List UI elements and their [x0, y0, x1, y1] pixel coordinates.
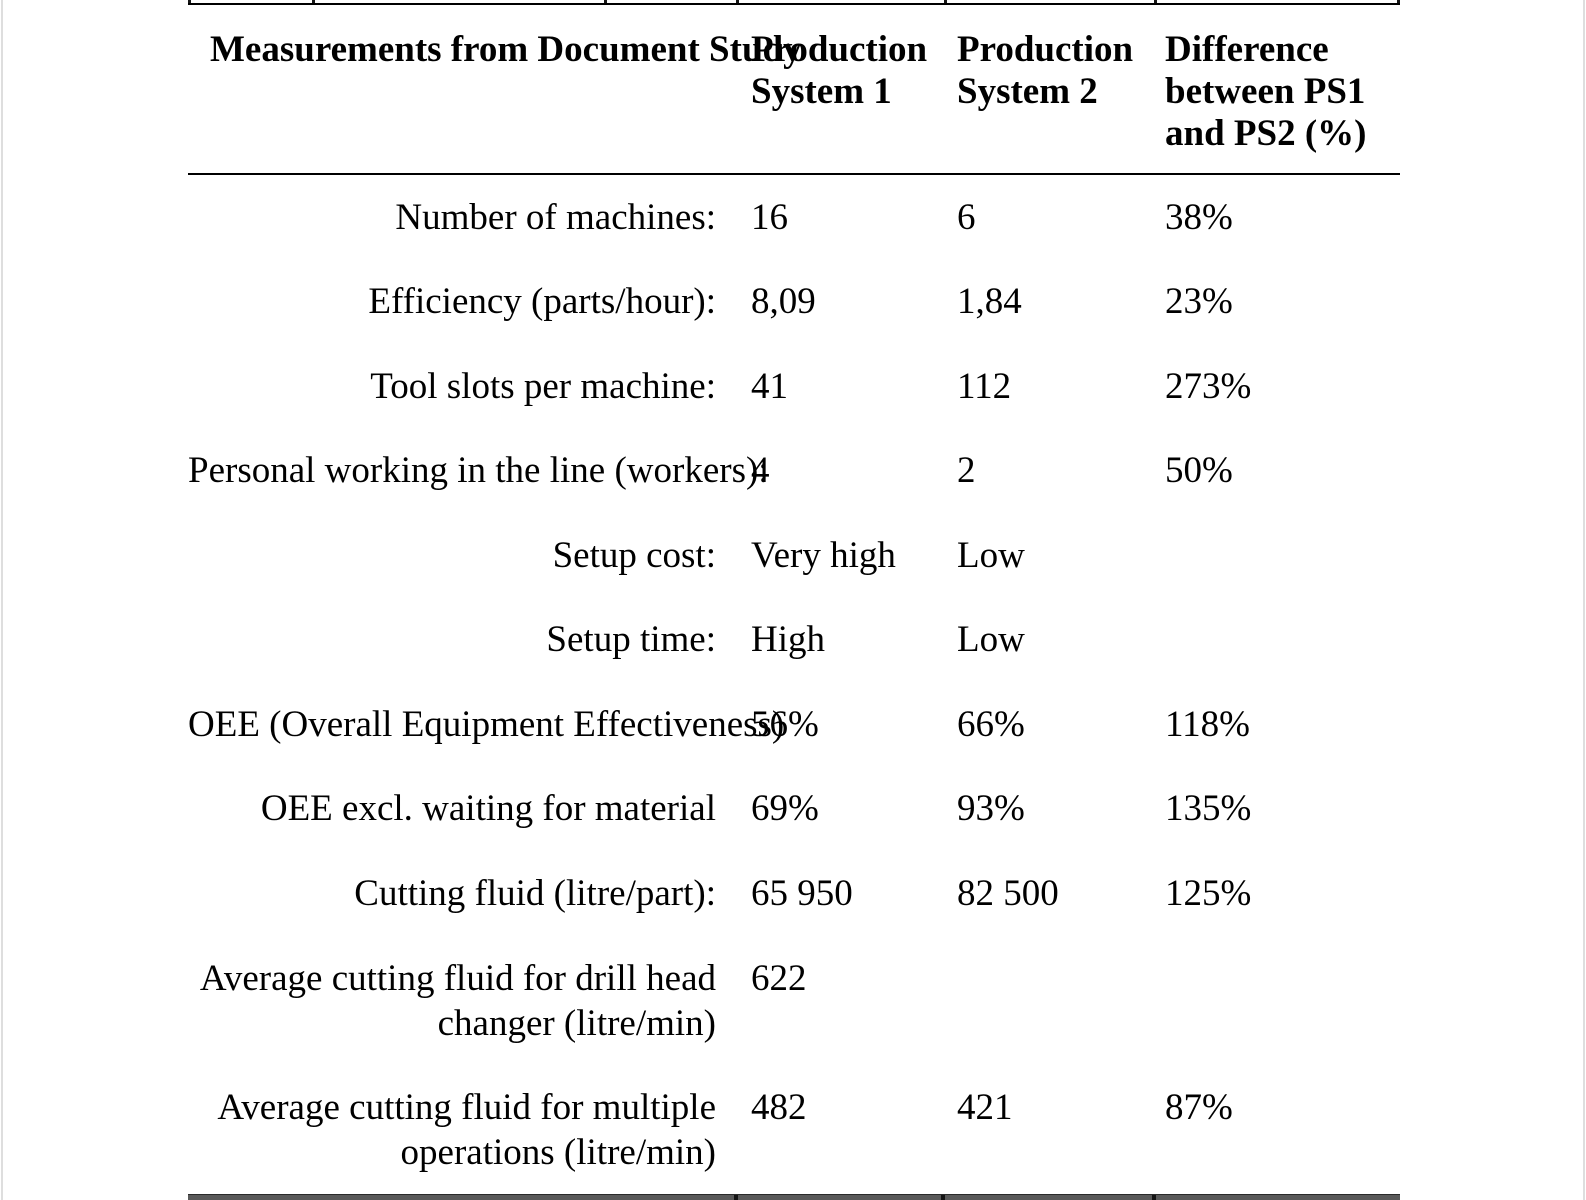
row-label: Average cutting fluid for multiple opera…: [188, 1065, 736, 1175]
ps2-value: 112: [957, 365, 1012, 407]
ps1-value: 16: [751, 196, 788, 238]
diff-value: 87%: [1165, 1086, 1233, 1128]
measurements-table: Measurements from Document Study Product…: [188, 0, 1400, 1200]
ps2-value: 66%: [957, 703, 1025, 745]
ps2-value: 1,84: [957, 281, 1022, 323]
row-label: Efficiency (parts/hour):: [368, 281, 716, 323]
column-border-tick: [941, 1194, 945, 1200]
table-bottom-border: [188, 1193, 1400, 1200]
ps2-value: [942, 936, 1153, 956]
row-label: Setup cost:: [552, 534, 716, 576]
ps1-value: 8,09: [751, 281, 816, 323]
column-header-measurements: Measurements from Document Study: [210, 29, 802, 70]
column-border-tick: [312, 0, 315, 3]
row-label: Number of machines:: [395, 196, 716, 238]
ps1-value: Very high: [751, 534, 896, 576]
row-label: Cutting fluid (litre/part):: [354, 872, 716, 914]
diff-value: 125%: [1165, 872, 1252, 914]
header-line: and PS2 (%): [1165, 113, 1367, 154]
row-label-line: changer (litre/min): [437, 1002, 716, 1044]
column-header-difference: Difference between PS1 and PS2 (%): [1153, 5, 1400, 155]
ps2-value: 2: [957, 450, 976, 492]
ps1-value: 41: [751, 365, 788, 407]
page-left-edge: [1, 0, 3, 1200]
table-row: OEE excl. waiting for material 69% 93% 1…: [188, 767, 1400, 852]
table-body: Measurements from Document Study Product…: [188, 0, 1400, 1200]
table-row: Setup time: High Low: [188, 598, 1400, 683]
ps1-value: 69%: [751, 788, 819, 830]
column-border-tick: [944, 0, 947, 3]
table-row: Tool slots per machine: 41 112 273%: [188, 344, 1400, 429]
table-row: Personal working in the line (workers): …: [188, 429, 1400, 514]
ps2-value: Low: [957, 534, 1025, 576]
row-label: Tool slots per machine:: [370, 365, 716, 407]
diff-value: 23%: [1165, 281, 1233, 323]
table-row: Efficiency (parts/hour): 8,09 1,84 23%: [188, 260, 1400, 345]
table-top-border: [188, 0, 1400, 5]
ps1-value: 56%: [751, 703, 819, 745]
column-border-tick: [1152, 1194, 1156, 1200]
column-border-tick: [188, 0, 191, 3]
row-label: OEE (Overall Equipment Effectiveness): [188, 703, 785, 745]
row-label: Setup time:: [546, 619, 716, 661]
diff-value: 50%: [1165, 450, 1233, 492]
row-label: OEE excl. waiting for material: [260, 788, 716, 830]
ps2-value: 421: [957, 1086, 1013, 1128]
diff-value: 38%: [1165, 196, 1233, 238]
diff-value: [1153, 936, 1400, 956]
header-line: System 2: [957, 71, 1098, 112]
header-line: Production: [957, 29, 1134, 70]
table-row: Cutting fluid (litre/part): 65 950 82 50…: [188, 851, 1400, 936]
header-line: Production: [751, 29, 928, 70]
table-row: Average cutting fluid for drill head cha…: [188, 936, 1400, 1065]
column-border-tick: [1397, 0, 1400, 3]
ps2-value: 93%: [957, 788, 1025, 830]
page-right-edge: [1583, 0, 1585, 1200]
column-border-tick: [1154, 0, 1157, 3]
table-header-row: Measurements from Document Study Product…: [188, 5, 1400, 175]
column-header-ps1: Production System 1: [736, 5, 942, 113]
column-border-tick: [734, 1194, 738, 1200]
row-label-line: operations (litre/min): [400, 1131, 716, 1173]
diff-value: 273%: [1165, 365, 1252, 407]
ps1-value: 622: [751, 957, 807, 999]
row-label-line: Average cutting fluid for drill head: [199, 957, 716, 999]
header-line: Difference: [1165, 29, 1329, 70]
table-row: Setup cost: Very high Low: [188, 513, 1400, 598]
column-border-tick: [604, 0, 607, 3]
ps2-value: 6: [957, 196, 976, 238]
table-row: Average cutting fluid for multiple opera…: [188, 1065, 1400, 1194]
ps1-value: 4: [751, 450, 770, 492]
table-row: Number of machines: 16 6 38%: [188, 175, 1400, 260]
header-line: System 1: [751, 71, 892, 112]
row-label: Average cutting fluid for drill head cha…: [188, 936, 736, 1046]
ps1-value: 482: [751, 1086, 807, 1128]
row-label-line: Average cutting fluid for multiple: [217, 1086, 716, 1128]
table-row: OEE (Overall Equipment Effectiveness) 56…: [188, 682, 1400, 767]
ps1-value: 65 950: [751, 872, 853, 914]
header-line: between PS1: [1165, 71, 1366, 112]
ps2-value: Low: [957, 619, 1025, 661]
column-header-ps2: Production System 2: [942, 5, 1153, 113]
column-border-tick: [736, 0, 739, 3]
ps1-value: High: [751, 619, 825, 661]
ps2-value: 82 500: [957, 872, 1059, 914]
row-label: Personal working in the line (workers):: [188, 450, 769, 492]
diff-value: 118%: [1165, 703, 1250, 745]
diff-value: 135%: [1165, 788, 1252, 830]
